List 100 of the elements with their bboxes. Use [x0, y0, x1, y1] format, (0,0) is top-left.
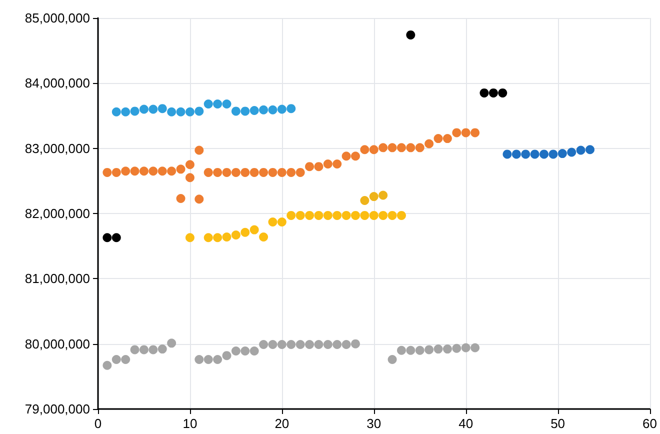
point — [314, 340, 324, 349]
point — [567, 148, 576, 157]
point — [222, 100, 232, 109]
point — [213, 354, 222, 364]
point — [424, 345, 434, 354]
point — [502, 150, 512, 159]
point — [121, 107, 130, 116]
point — [240, 346, 250, 356]
point — [194, 354, 204, 364]
point — [268, 105, 278, 114]
point — [130, 106, 140, 116]
point — [277, 340, 286, 349]
x-tick-label: 50 — [550, 416, 566, 431]
point — [240, 168, 250, 177]
y-tick-label: 85,000,000 — [24, 10, 90, 26]
point — [204, 100, 213, 109]
point — [323, 210, 332, 220]
x-tick-label: 30 — [366, 416, 382, 431]
point — [388, 210, 397, 220]
point — [204, 233, 213, 242]
point — [351, 339, 360, 348]
point — [259, 105, 268, 114]
point — [406, 346, 416, 355]
point — [305, 340, 314, 349]
y-tick-label: 80,000,000 — [24, 336, 90, 352]
y-tick-label: 84,000,000 — [24, 76, 90, 91]
point — [167, 107, 176, 116]
point — [240, 106, 250, 116]
point — [231, 230, 240, 240]
point — [112, 354, 121, 364]
point — [102, 168, 112, 177]
point — [351, 210, 360, 220]
point — [286, 210, 296, 220]
y-tick-label: 82,000,000 — [24, 206, 90, 221]
point — [360, 210, 370, 220]
point — [396, 143, 406, 152]
point — [332, 210, 342, 220]
x-tick-label: 10 — [182, 416, 198, 431]
x-tick-label: 20 — [274, 416, 290, 431]
point — [521, 150, 530, 159]
point — [396, 210, 406, 220]
point — [342, 210, 351, 220]
point — [286, 104, 296, 114]
point — [112, 168, 121, 177]
point — [250, 168, 259, 177]
point — [194, 106, 204, 116]
point — [530, 150, 540, 159]
point — [268, 217, 278, 226]
point — [388, 143, 397, 152]
point — [139, 345, 148, 354]
point — [176, 164, 186, 174]
y-tick-label: 83,000,000 — [24, 140, 90, 156]
point — [332, 159, 342, 168]
point — [512, 150, 521, 159]
point — [461, 128, 470, 138]
point — [442, 134, 452, 144]
point — [102, 233, 112, 242]
point — [286, 168, 296, 177]
point — [112, 107, 121, 116]
point — [296, 210, 305, 220]
point — [406, 30, 416, 40]
point — [351, 152, 360, 161]
point — [167, 338, 176, 348]
point — [121, 166, 130, 176]
point — [360, 196, 370, 205]
point — [158, 344, 167, 354]
y-tick-label: 81,000,000 — [24, 271, 90, 286]
point — [185, 173, 194, 182]
point — [277, 104, 286, 114]
point — [305, 210, 314, 220]
point — [259, 232, 268, 242]
point — [130, 166, 140, 176]
point — [139, 104, 148, 114]
point — [548, 150, 558, 159]
point — [498, 88, 508, 98]
point — [586, 145, 594, 154]
point — [139, 166, 148, 176]
point — [461, 343, 470, 352]
point — [268, 340, 278, 349]
point — [434, 134, 443, 144]
point — [305, 162, 314, 172]
point — [102, 360, 112, 370]
point — [378, 190, 388, 200]
point — [323, 159, 332, 168]
point — [332, 340, 342, 349]
point — [470, 343, 480, 352]
point — [378, 143, 388, 152]
point — [540, 150, 549, 159]
point — [415, 143, 424, 152]
point — [434, 344, 443, 354]
point — [194, 194, 204, 204]
point — [396, 346, 406, 355]
point — [369, 145, 378, 154]
point — [342, 340, 351, 349]
point — [378, 210, 388, 220]
point — [470, 128, 480, 138]
x-tick-label: 0 — [94, 416, 102, 431]
point — [388, 354, 397, 364]
point — [296, 168, 305, 177]
x-tick-label: 40 — [458, 416, 474, 431]
